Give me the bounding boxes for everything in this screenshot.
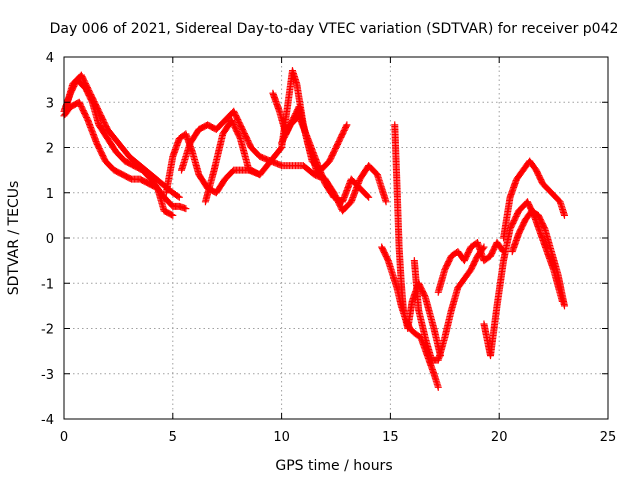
chart-title: Day 006 of 2021, Sidereal Day-to-day VTE…	[50, 21, 619, 37]
data-point	[560, 302, 568, 310]
y-tick-label: -3	[41, 368, 54, 383]
series-track-5	[178, 107, 329, 183]
data-point	[434, 383, 442, 391]
series-track-2	[62, 71, 183, 201]
data-point	[343, 121, 351, 129]
x-tick-label: 25	[600, 430, 617, 445]
y-tick-label: -2	[41, 323, 54, 338]
y-axis-label: SDTVAR / TECUs	[6, 181, 22, 296]
series-track-11	[410, 243, 488, 364]
y-tick-label: 3	[46, 96, 54, 111]
data-point	[182, 205, 190, 213]
series-track-12	[434, 239, 508, 296]
x-tick-label: 0	[60, 430, 68, 445]
data-point	[174, 192, 182, 200]
data-points-layer	[60, 67, 568, 391]
y-tick-label: 4	[46, 51, 54, 66]
data-point	[560, 211, 568, 219]
data-point	[168, 211, 176, 219]
ticks-layer: 0 5 10 15 20 25 -4 -3 -2 -1 0 1 2 3 4	[41, 51, 616, 445]
grid-layer	[64, 57, 608, 419]
x-axis-label: GPS time / hours	[275, 458, 392, 474]
x-tick-label: 5	[169, 430, 177, 445]
data-point	[175, 193, 183, 201]
y-tick-label: 0	[46, 232, 54, 247]
data-point	[364, 192, 372, 200]
data-point	[342, 122, 350, 130]
series-track-1	[60, 76, 190, 213]
series-track-8	[278, 112, 373, 206]
series-track-15	[508, 207, 568, 310]
data-point	[382, 198, 390, 206]
y-tick-label: -4	[41, 413, 54, 428]
y-tick-label: -1	[41, 277, 54, 292]
x-tick-label: 15	[382, 430, 399, 445]
x-tick-label: 20	[491, 430, 508, 445]
data-point	[365, 193, 373, 201]
series-track-14	[500, 157, 568, 242]
y-tick-label: 2	[46, 142, 54, 157]
y-tick-label: 1	[46, 187, 54, 202]
data-point	[169, 211, 177, 219]
x-tick-label: 10	[273, 430, 290, 445]
